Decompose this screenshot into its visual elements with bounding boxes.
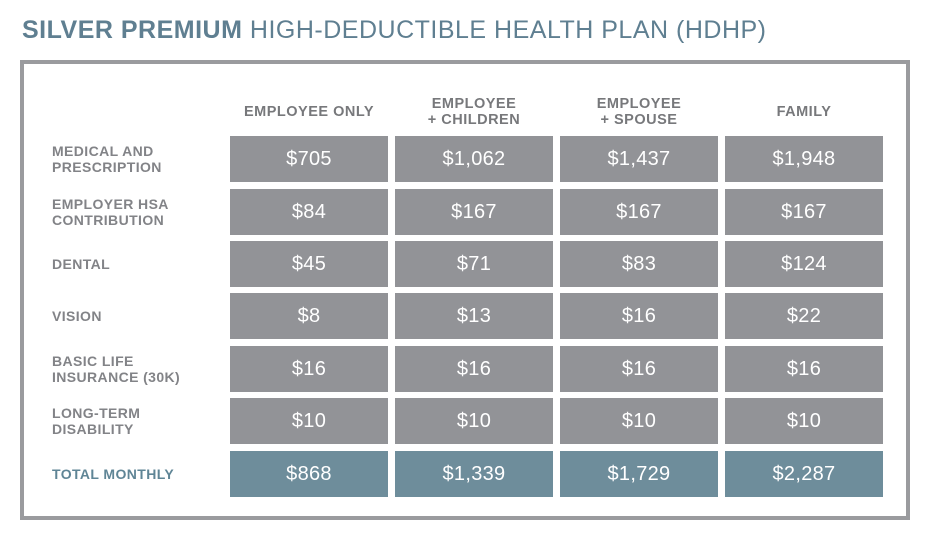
row-label: DENTAL xyxy=(52,256,111,272)
table-cell: $16 xyxy=(560,346,718,392)
table-cell: $71 xyxy=(395,241,553,287)
table-cell: $16 xyxy=(395,346,553,392)
table-cell: $13 xyxy=(395,293,553,339)
table-cell: $16 xyxy=(560,293,718,339)
table-cell: $84 xyxy=(230,189,388,235)
table-cell: $10 xyxy=(230,398,388,444)
column-header-family: FAMILY xyxy=(776,104,832,120)
table-cell: $10 xyxy=(560,398,718,444)
table-cell: $1,437 xyxy=(560,136,718,182)
page-title: SILVER PREMIUM HIGH-DEDUCTIBLE HEALTH PL… xyxy=(22,16,767,45)
table-cell: $45 xyxy=(230,241,388,287)
table-cell: $167 xyxy=(725,189,883,235)
table-cell: $167 xyxy=(560,189,718,235)
table-cell: $22 xyxy=(725,293,883,339)
title-plan-type: HIGH-DEDUCTIBLE HEALTH PLAN (HDHP) xyxy=(249,16,767,44)
total-cell: $2,287 xyxy=(725,451,883,497)
total-cell: $1,729 xyxy=(560,451,718,497)
title-plan-tier: SILVER PREMIUM xyxy=(22,16,243,44)
premium-table: EMPLOYEE ONLY EMPLOYEE + CHILDREN EMPLOY… xyxy=(20,60,910,520)
total-cell: $868 xyxy=(230,451,388,497)
total-row-label: TOTAL MONTHLY xyxy=(52,466,175,482)
table-cell: $16 xyxy=(230,346,388,392)
table-cell: $10 xyxy=(725,398,883,444)
column-header-employee-children: EMPLOYEE + CHILDREN xyxy=(427,96,521,128)
table-cell: $16 xyxy=(725,346,883,392)
table-cell: $10 xyxy=(395,398,553,444)
row-label: MEDICAL AND PRESCRIPTION xyxy=(52,143,162,175)
table-cell: $1,948 xyxy=(725,136,883,182)
row-label: VISION xyxy=(52,308,102,324)
column-header-employee-only: EMPLOYEE ONLY xyxy=(243,104,375,120)
row-label: BASIC LIFE INSURANCE (30K) xyxy=(52,353,181,385)
table-cell: $124 xyxy=(725,241,883,287)
row-label: EMPLOYER HSA CONTRIBUTION xyxy=(52,196,169,228)
table-cell: $705 xyxy=(230,136,388,182)
row-label: LONG-TERM DISABILITY xyxy=(52,405,141,437)
table-cell: $8 xyxy=(230,293,388,339)
table-cell: $167 xyxy=(395,189,553,235)
table-cell: $1,062 xyxy=(395,136,553,182)
total-cell: $1,339 xyxy=(395,451,553,497)
table-cell: $83 xyxy=(560,241,718,287)
column-header-employee-spouse: EMPLOYEE + SPOUSE xyxy=(596,96,682,128)
